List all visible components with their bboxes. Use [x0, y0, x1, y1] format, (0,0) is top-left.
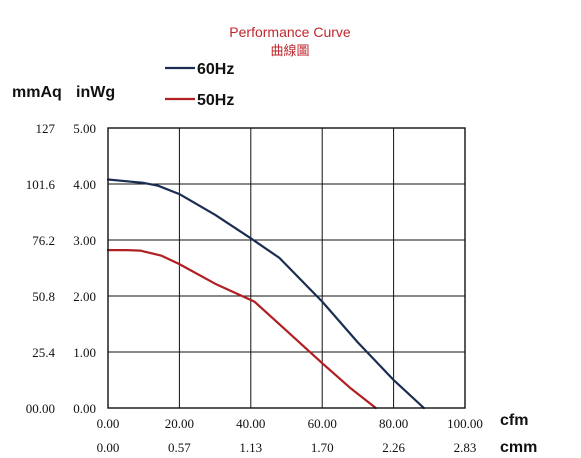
plot-grid: [108, 128, 465, 408]
y-tick-label-inwg: 0.00: [73, 401, 96, 416]
y-tick-label-mmaq: 25.4: [32, 345, 55, 360]
x-tick-label-cfm: 100.00: [447, 416, 483, 431]
y-tick-label-mmaq: 76.2: [32, 233, 55, 248]
y-tick-label-mmaq: 101.6: [26, 177, 56, 192]
y-unit-mmaq: mmAq: [12, 84, 62, 101]
y-tick-label-inwg: 1.00: [73, 345, 96, 360]
legend-label-50hz: 50Hz: [197, 92, 234, 109]
x-tick-label-cmm: 1.13: [239, 440, 262, 455]
x-tick-labels-cmm: 0.00 0.57 1.13 1.70 2.26 2.83: [97, 440, 477, 455]
x-tick-label-cmm: 2.83: [454, 440, 477, 455]
legend: 60Hz 50Hz: [165, 61, 234, 109]
x-tick-labels-cfm: 0.00 20.00 40.00 60.00 80.00 100.00: [97, 416, 483, 431]
chart-title: Performance Curve: [229, 24, 351, 40]
y-tick-labels-mmaq: 00.00 25.4 50.8 76.2 101.6 127: [26, 121, 56, 416]
x-tick-label-cfm: 20.00: [165, 416, 194, 431]
x-tick-label-cmm: 0.57: [168, 440, 191, 455]
legend-label-60hz: 60Hz: [197, 61, 234, 78]
x-tick-label-cmm: 0.00: [97, 440, 120, 455]
series-lines: [106, 178, 425, 410]
series-line-60hz: [106, 178, 425, 410]
x-tick-label-cfm: 0.00: [97, 416, 120, 431]
y-unit-inwg: inWg: [76, 84, 115, 101]
x-unit-cmm: cmm: [500, 439, 537, 456]
chart-subtitle: 曲線圖: [270, 43, 309, 58]
x-tick-label-cfm: 40.00: [236, 416, 265, 431]
y-tick-label-mmaq: 00.00: [26, 401, 55, 416]
y-tick-label-mmaq: 50.8: [32, 289, 55, 304]
x-tick-label-cfm: 80.00: [379, 416, 408, 431]
y-tick-label-mmaq: 127: [36, 121, 56, 136]
x-tick-label-cfm: 60.00: [308, 416, 337, 431]
y-tick-label-inwg: 3.00: [73, 233, 96, 248]
y-tick-label-inwg: 5.00: [73, 121, 96, 136]
series-line-50hz: [106, 249, 377, 410]
y-tick-label-inwg: 4.00: [73, 177, 96, 192]
y-tick-label-inwg: 2.00: [73, 289, 96, 304]
y-tick-labels-inwg: 0.00 1.00 2.00 3.00 4.00 5.00: [73, 121, 96, 416]
x-unit-cfm: cfm: [500, 412, 528, 429]
plot-frame: [107, 127, 466, 409]
x-tick-label-cmm: 1.70: [311, 440, 334, 455]
x-tick-label-cmm: 2.26: [382, 440, 405, 455]
